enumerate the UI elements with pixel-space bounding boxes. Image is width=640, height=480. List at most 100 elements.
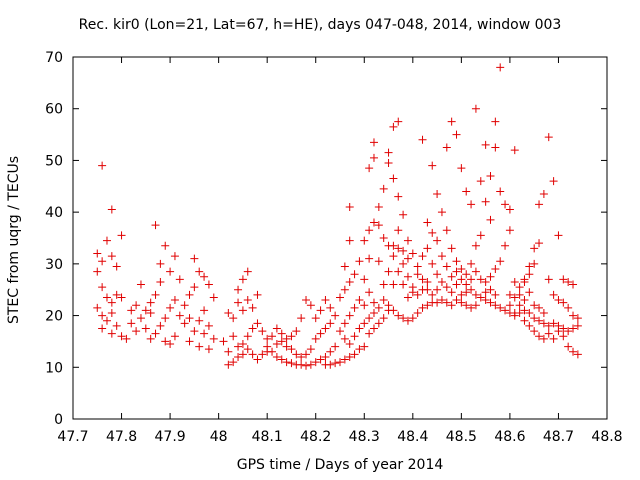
data-point bbox=[345, 277, 354, 286]
data-point bbox=[442, 143, 451, 152]
data-point bbox=[112, 321, 121, 330]
data-point bbox=[423, 218, 432, 227]
data-point bbox=[447, 117, 456, 126]
data-point bbox=[234, 342, 243, 351]
x-tick-label: 48.1 bbox=[252, 429, 283, 445]
data-point bbox=[136, 314, 145, 323]
data-point bbox=[389, 252, 398, 261]
data-point bbox=[253, 319, 262, 328]
data-point bbox=[476, 293, 485, 302]
data-point bbox=[433, 236, 442, 245]
data-point bbox=[311, 334, 320, 343]
data-point bbox=[564, 342, 573, 351]
data-point bbox=[112, 290, 121, 299]
data-point bbox=[418, 252, 427, 261]
data-point bbox=[457, 298, 466, 307]
data-point bbox=[399, 314, 408, 323]
data-point bbox=[277, 329, 286, 338]
data-point bbox=[190, 283, 199, 292]
data-point bbox=[403, 236, 412, 245]
data-point bbox=[501, 200, 510, 209]
data-point bbox=[549, 290, 558, 299]
data-point bbox=[544, 275, 553, 284]
data-point bbox=[491, 265, 500, 274]
data-point bbox=[224, 347, 233, 356]
data-point bbox=[535, 303, 544, 312]
data-point bbox=[345, 352, 354, 361]
data-point bbox=[263, 347, 272, 356]
data-point bbox=[437, 208, 446, 217]
data-point bbox=[238, 306, 247, 315]
data-point bbox=[195, 267, 204, 276]
data-point bbox=[340, 355, 349, 364]
data-point bbox=[437, 296, 446, 305]
data-point bbox=[292, 350, 301, 359]
data-point bbox=[452, 280, 461, 289]
plot-border bbox=[72, 56, 608, 420]
data-point bbox=[209, 334, 218, 343]
data-point bbox=[350, 332, 359, 341]
data-point bbox=[219, 337, 228, 346]
data-point bbox=[491, 290, 500, 299]
data-point bbox=[146, 334, 155, 343]
data-point bbox=[554, 296, 563, 305]
data-point bbox=[369, 298, 378, 307]
data-point bbox=[423, 277, 432, 286]
data-point bbox=[161, 241, 170, 250]
data-point bbox=[117, 231, 126, 240]
data-point bbox=[428, 228, 437, 237]
data-point bbox=[238, 275, 247, 284]
data-point bbox=[403, 293, 412, 302]
data-point bbox=[360, 342, 369, 351]
data-point bbox=[394, 267, 403, 276]
data-point bbox=[457, 164, 466, 173]
data-point bbox=[243, 267, 252, 276]
data-point bbox=[234, 352, 243, 361]
data-point bbox=[544, 133, 553, 142]
data-point bbox=[467, 259, 476, 268]
data-point bbox=[151, 221, 160, 230]
data-point bbox=[243, 345, 252, 354]
data-point bbox=[559, 332, 568, 341]
data-point bbox=[394, 117, 403, 126]
data-point bbox=[151, 290, 160, 299]
data-point bbox=[496, 303, 505, 312]
data-point bbox=[530, 301, 539, 310]
data-point bbox=[481, 197, 490, 206]
data-point bbox=[462, 270, 471, 279]
data-point bbox=[204, 345, 213, 354]
data-point bbox=[282, 358, 291, 367]
data-point bbox=[204, 280, 213, 289]
data-point bbox=[452, 130, 461, 139]
data-point bbox=[539, 319, 548, 328]
data-point bbox=[525, 270, 534, 279]
data-point bbox=[467, 275, 476, 284]
data-point bbox=[442, 298, 451, 307]
data-point bbox=[272, 324, 281, 333]
data-point bbox=[326, 303, 335, 312]
data-point bbox=[510, 308, 519, 317]
data-point bbox=[185, 337, 194, 346]
y-tick-label: 40 bbox=[45, 205, 63, 221]
plot-frame bbox=[72, 56, 608, 420]
data-point bbox=[471, 104, 480, 113]
data-point bbox=[170, 252, 179, 261]
data-point bbox=[321, 352, 330, 361]
data-point bbox=[360, 236, 369, 245]
data-point bbox=[501, 241, 510, 250]
data-point bbox=[549, 334, 558, 343]
data-point bbox=[369, 153, 378, 162]
data-point bbox=[433, 298, 442, 307]
data-point bbox=[525, 308, 534, 317]
data-point bbox=[340, 319, 349, 328]
data-point bbox=[413, 308, 422, 317]
data-point bbox=[331, 311, 340, 320]
data-point bbox=[399, 210, 408, 219]
data-point bbox=[559, 298, 568, 307]
data-point bbox=[481, 288, 490, 297]
data-point bbox=[369, 218, 378, 227]
data-point bbox=[467, 303, 476, 312]
data-point bbox=[374, 202, 383, 211]
data-point bbox=[403, 272, 412, 281]
data-point bbox=[248, 350, 257, 359]
